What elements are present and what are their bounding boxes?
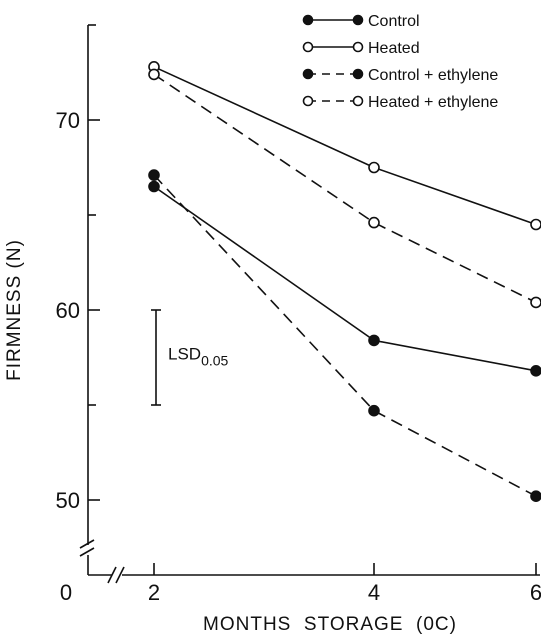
y-tick-label: 60 [56, 298, 80, 323]
x-axis-break-mark [115, 566, 125, 584]
data-point [368, 216, 380, 229]
legend-marker [352, 41, 364, 53]
data-point [530, 218, 541, 231]
legend-marker [302, 68, 314, 80]
x-axis-label: MONTHS STORAGE (0C) [203, 614, 457, 635]
legend-marker [352, 95, 364, 107]
lsd-label: LSD0.05 [168, 345, 229, 369]
series-line [153, 73, 537, 304]
series-heated-ethylene [148, 68, 541, 309]
legend-marker [352, 68, 364, 80]
data-point [368, 404, 380, 417]
series-control-ethylene [148, 169, 541, 502]
lsd-bar: LSD0.05 [151, 309, 229, 406]
x-origin-label: 0 [60, 580, 72, 605]
y-axis-break-mark [79, 547, 95, 557]
data-point [148, 169, 160, 181]
series-line [153, 185, 537, 372]
data-point [148, 68, 160, 81]
x-axis-break-mark [107, 566, 117, 584]
legend-label: Heated [368, 40, 420, 57]
x-tick-label: 6 [530, 580, 541, 605]
series-layer [148, 61, 541, 502]
data-point [530, 365, 541, 377]
data-point [148, 180, 160, 193]
legend-label: Control [368, 13, 420, 30]
data-point [368, 161, 380, 174]
series-control [148, 180, 541, 377]
y-axis-break-mark [79, 539, 95, 549]
legend-marker [352, 14, 364, 26]
data-point [530, 296, 541, 309]
legend-item: Control + ethylene [302, 67, 498, 84]
x-tick-label: 2 [148, 580, 160, 605]
legend-item: Heated [302, 40, 420, 57]
series-line [153, 66, 537, 226]
legend-marker [302, 41, 314, 53]
legend: Control Heated Control + ethylene Heated + … [302, 13, 498, 111]
series-line [153, 174, 537, 497]
legend-item: Control [302, 13, 420, 30]
data-point [368, 334, 380, 347]
y-tick-label: 70 [56, 108, 80, 133]
legend-label: Control + ethylene [368, 67, 498, 84]
data-point [530, 490, 541, 502]
legend-marker [302, 95, 314, 107]
y-tick-label: 50 [56, 488, 80, 513]
series-heated [148, 61, 541, 231]
legend-marker [302, 14, 314, 26]
legend-label: Heated + ethylene [368, 94, 498, 111]
legend-item: Heated + ethylene [302, 94, 498, 111]
x-tick-label: 4 [368, 580, 380, 605]
y-axis-label: FIRMNESS (N) [4, 239, 25, 381]
